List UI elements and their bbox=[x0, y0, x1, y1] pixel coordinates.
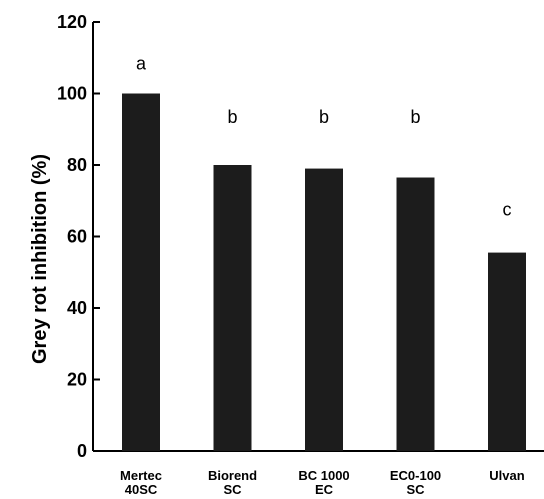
significance-letter: c bbox=[503, 200, 512, 220]
category-label: 40SC bbox=[125, 482, 158, 497]
bar bbox=[305, 168, 343, 451]
category-label: BC 1000 bbox=[298, 468, 349, 483]
significance-letter: b bbox=[410, 107, 420, 127]
y-tick-label: 0 bbox=[77, 441, 87, 461]
y-axis: 0 20 40 60 80 100 120 bbox=[57, 12, 100, 461]
y-tick-label: 60 bbox=[67, 227, 87, 247]
bar bbox=[213, 165, 252, 451]
category-label: SC bbox=[406, 482, 425, 497]
bar bbox=[488, 252, 526, 451]
bars bbox=[122, 93, 526, 451]
significance-letters: a b b b c bbox=[136, 54, 512, 220]
category-label: Ulvan bbox=[489, 468, 524, 483]
category-label: Mertec bbox=[120, 468, 162, 483]
y-tick-label: 20 bbox=[67, 370, 87, 390]
category-label: Biorend bbox=[208, 468, 257, 483]
bar bbox=[122, 93, 160, 451]
significance-letter: b bbox=[227, 107, 237, 127]
category-label: EC bbox=[315, 482, 334, 497]
y-tick-label: 80 bbox=[67, 155, 87, 175]
bar bbox=[396, 177, 435, 451]
category-label: EC0-100 bbox=[390, 468, 441, 483]
y-tick-label: 40 bbox=[67, 298, 87, 318]
significance-letter: b bbox=[319, 107, 329, 127]
y-tick-label: 100 bbox=[57, 84, 87, 104]
y-tick-label: 120 bbox=[57, 12, 87, 32]
category-label: SC bbox=[223, 482, 242, 497]
y-axis-title: Grey rot inhibition (%) bbox=[29, 154, 51, 364]
significance-letter: a bbox=[136, 54, 147, 74]
